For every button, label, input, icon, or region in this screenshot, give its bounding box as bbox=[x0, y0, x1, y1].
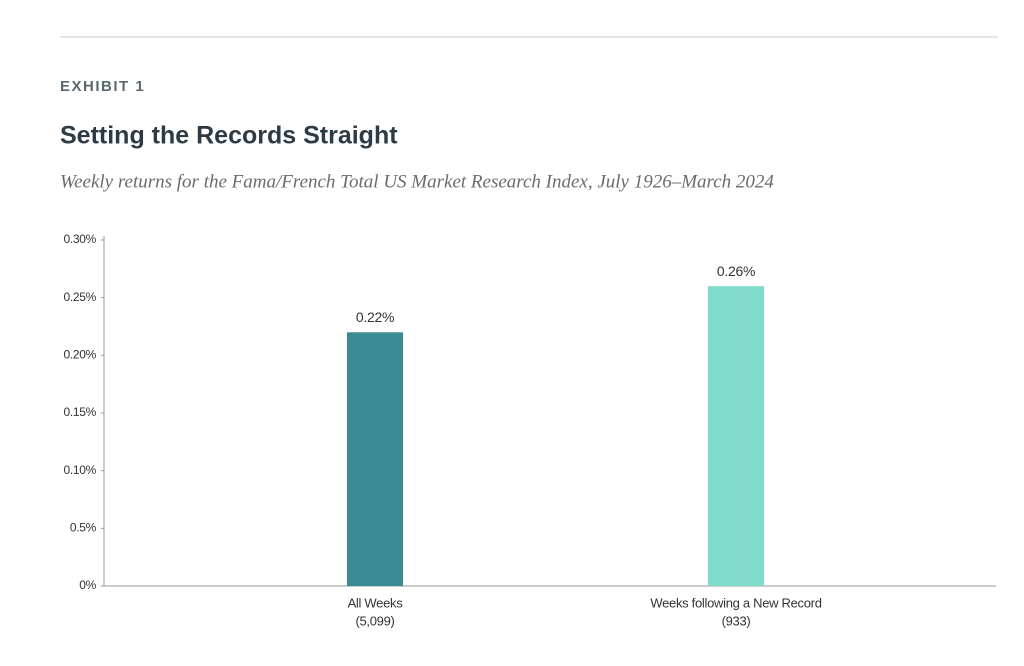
y-tick-label: 0.25% bbox=[63, 290, 96, 304]
y-tick-label: 0.30% bbox=[63, 232, 96, 246]
y-tick-label: 0.5% bbox=[70, 521, 97, 535]
y-tick-label: 0.20% bbox=[63, 348, 96, 362]
chart-subtitle: Weekly returns for the Fama/French Total… bbox=[60, 171, 774, 192]
value-label: 0.26% bbox=[717, 263, 755, 279]
bar bbox=[708, 286, 764, 586]
x-tick-label: Weeks following a New Record bbox=[650, 595, 821, 610]
bar bbox=[347, 332, 403, 586]
y-tick-label: 0.15% bbox=[63, 405, 96, 419]
y-tick-label: 0.10% bbox=[63, 463, 96, 477]
x-tick-label: All Weeks bbox=[348, 595, 404, 610]
x-tick-sublabel: (5,099) bbox=[355, 613, 394, 628]
chart-title: Setting the Records Straight bbox=[60, 122, 398, 150]
y-tick-label: 0% bbox=[79, 578, 96, 592]
x-tick-sublabel: (933) bbox=[722, 613, 751, 628]
value-label: 0.22% bbox=[356, 309, 394, 325]
exhibit-label: EXHIBIT 1 bbox=[60, 78, 145, 95]
